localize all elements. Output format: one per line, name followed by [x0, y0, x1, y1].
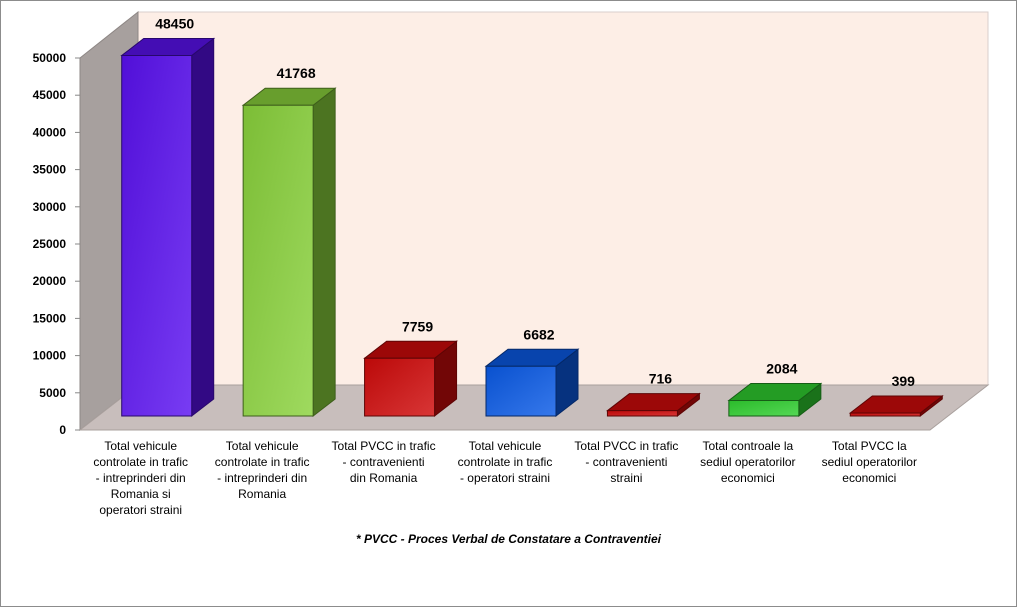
bar-front — [485, 365, 557, 417]
y-tick-label: 15000 — [33, 311, 67, 325]
y-tick-label: 45000 — [33, 88, 67, 102]
x-tick-label: Total vehicule controlate in trafic - in… — [93, 439, 189, 517]
y-tick-label: 35000 — [33, 163, 67, 177]
bar-5 — [605, 392, 701, 418]
y-tick-label: 5000 — [39, 386, 66, 400]
y-tick-label: 40000 — [33, 125, 67, 139]
data-label: 716 — [649, 371, 673, 387]
y-tick-label: 10000 — [33, 349, 67, 363]
y-tick-label: 50000 — [33, 51, 67, 65]
bar-front — [364, 357, 436, 417]
bar-front — [849, 412, 921, 417]
bar-front — [728, 399, 800, 417]
y-tick-label: 0 — [59, 423, 66, 437]
bar-side — [312, 87, 336, 418]
data-label: 48450 — [155, 16, 194, 32]
y-tick-label: 25000 — [33, 237, 67, 251]
x-tick-label: Total controale la sediul operatorilor e… — [700, 439, 796, 485]
y-tick-label: 20000 — [33, 274, 67, 288]
x-tick-label: Total vehicule controlate in trafic - in… — [214, 439, 310, 501]
data-label: 6682 — [523, 326, 554, 342]
data-label: 41768 — [277, 65, 316, 81]
bar-front — [121, 55, 193, 417]
bar-1 — [120, 37, 216, 418]
data-label: 2084 — [766, 360, 797, 376]
x-tick-label: Total PVCC la sediul operatorilor econom… — [821, 439, 917, 485]
x-tick-label: Total PVCC in trafic - contravenienti di… — [331, 439, 436, 485]
y-tick-label: 30000 — [33, 200, 67, 214]
bar-7 — [848, 395, 944, 418]
bar-2 — [241, 87, 337, 418]
x-tick-label: Total PVCC in trafic - contravenienti st… — [574, 439, 679, 485]
bar-6 — [727, 382, 823, 418]
bar-3 — [363, 340, 459, 418]
footnote: * PVCC - Proces Verbal de Constatare a C… — [356, 532, 661, 546]
bar-side — [191, 37, 215, 418]
x-tick-label: Total vehicule controlate in trafic - op… — [457, 439, 553, 485]
bar-4 — [484, 348, 580, 418]
bar-front — [242, 104, 314, 417]
data-label: 7759 — [402, 318, 433, 334]
bar-front — [606, 410, 678, 417]
data-label: 399 — [892, 373, 916, 389]
